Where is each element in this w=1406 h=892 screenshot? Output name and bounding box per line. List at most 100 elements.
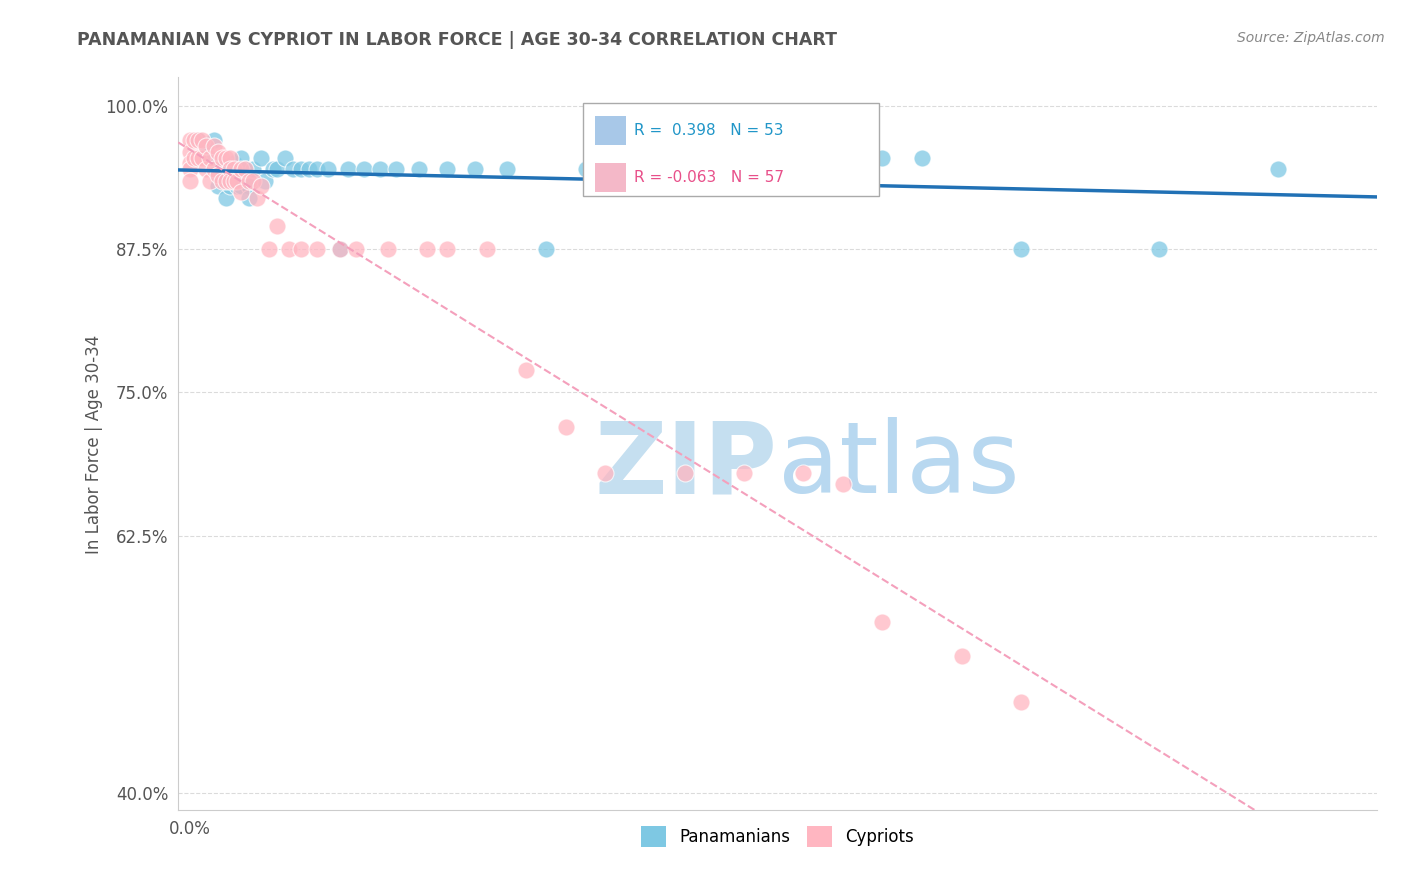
Point — [202, 139, 225, 153]
Point — [384, 162, 406, 177]
Point — [226, 173, 249, 187]
Point — [515, 362, 537, 376]
Point — [242, 162, 264, 177]
Point — [198, 151, 221, 165]
Point — [792, 466, 814, 480]
Point — [495, 162, 517, 177]
Point — [872, 615, 894, 629]
Point — [353, 162, 375, 177]
Point — [733, 466, 755, 480]
Point — [281, 162, 304, 177]
Point — [329, 242, 352, 256]
Point — [250, 179, 273, 194]
Point — [831, 477, 853, 491]
Point — [179, 133, 201, 147]
Point — [475, 242, 498, 256]
Text: ZIP: ZIP — [595, 417, 778, 515]
Point — [238, 179, 260, 194]
Point — [298, 162, 321, 177]
Point — [218, 179, 240, 194]
Point — [198, 173, 221, 187]
Point — [290, 242, 312, 256]
Point — [416, 242, 439, 256]
Point — [179, 162, 201, 177]
Point — [673, 162, 696, 177]
Point — [191, 133, 214, 147]
Point — [179, 173, 201, 187]
Point — [231, 185, 253, 199]
Point — [222, 173, 245, 187]
Point — [218, 173, 240, 187]
Point — [202, 162, 225, 177]
Point — [595, 162, 617, 177]
Point — [222, 173, 245, 187]
Point — [305, 162, 328, 177]
Point — [575, 162, 598, 177]
Point — [183, 151, 205, 165]
Point — [1149, 242, 1171, 256]
Point — [231, 151, 253, 165]
Point — [305, 242, 328, 256]
Point — [337, 162, 360, 177]
Point — [673, 466, 696, 480]
Point — [207, 179, 229, 194]
Point — [222, 156, 245, 170]
Point — [235, 162, 257, 177]
Point — [231, 162, 253, 177]
Point — [235, 162, 257, 177]
Point — [242, 173, 264, 187]
Point — [183, 133, 205, 147]
Point — [194, 145, 217, 159]
Point — [218, 162, 240, 177]
Point — [211, 162, 233, 177]
Text: atlas: atlas — [778, 417, 1019, 515]
Point — [238, 173, 260, 187]
Point — [1267, 162, 1289, 177]
Point — [368, 162, 391, 177]
Point — [194, 139, 217, 153]
Point — [329, 242, 352, 256]
Point — [752, 151, 775, 165]
Point — [1010, 242, 1032, 256]
Point — [214, 191, 236, 205]
Text: R = -0.063   N = 57: R = -0.063 N = 57 — [634, 170, 785, 185]
Point — [187, 133, 209, 147]
Point — [202, 133, 225, 147]
Point — [257, 242, 280, 256]
Point — [831, 162, 853, 177]
Point — [344, 242, 367, 256]
Point — [408, 162, 430, 177]
Point — [214, 173, 236, 187]
Point — [250, 151, 273, 165]
Point — [266, 219, 288, 234]
Point — [194, 162, 217, 177]
Text: Source: ZipAtlas.com: Source: ZipAtlas.com — [1237, 31, 1385, 45]
Point — [238, 191, 260, 205]
Point — [187, 151, 209, 165]
Point — [218, 151, 240, 165]
Point — [318, 162, 340, 177]
Text: R =  0.398   N = 53: R = 0.398 N = 53 — [634, 123, 783, 138]
Point — [436, 162, 458, 177]
Y-axis label: In Labor Force | Age 30-34: In Labor Force | Age 30-34 — [86, 334, 103, 554]
Point — [262, 162, 284, 177]
Point — [713, 162, 735, 177]
Point — [207, 145, 229, 159]
Point — [950, 648, 973, 663]
Point — [179, 156, 201, 170]
Point — [290, 162, 312, 177]
Point — [534, 242, 557, 256]
Point — [595, 466, 617, 480]
Point — [187, 133, 209, 147]
Point — [214, 151, 236, 165]
Point — [277, 242, 299, 256]
Point — [634, 162, 657, 177]
Point — [207, 156, 229, 170]
Text: PANAMANIAN VS CYPRIOT IN LABOR FORCE | AGE 30-34 CORRELATION CHART: PANAMANIAN VS CYPRIOT IN LABOR FORCE | A… — [77, 31, 838, 49]
Point — [222, 162, 245, 177]
Point — [226, 162, 249, 177]
Point — [436, 242, 458, 256]
Point — [179, 145, 201, 159]
Legend: Panamanians, Cypriots: Panamanians, Cypriots — [634, 820, 921, 854]
Point — [214, 173, 236, 187]
